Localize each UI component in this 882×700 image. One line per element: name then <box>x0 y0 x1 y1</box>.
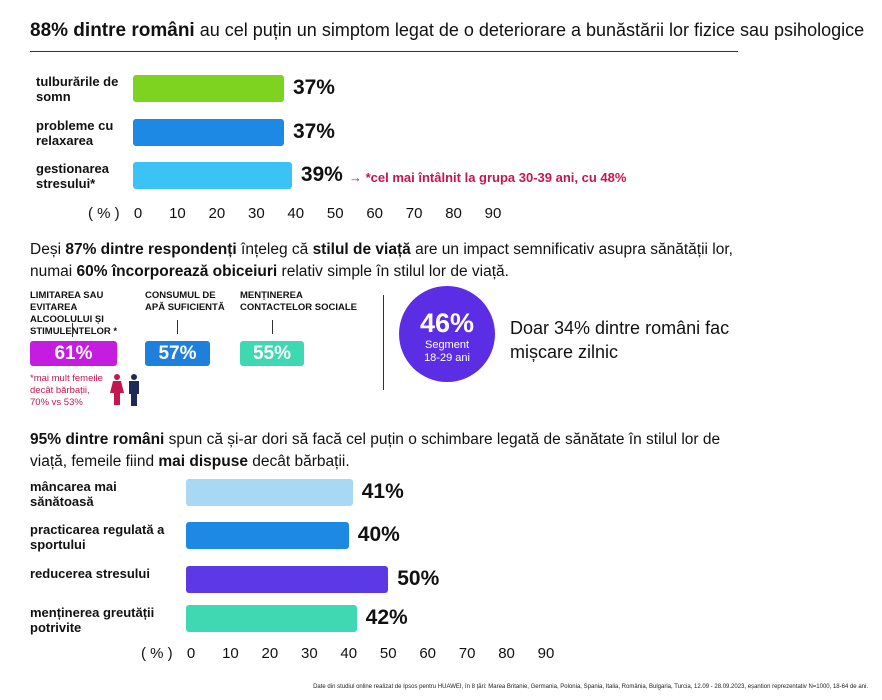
value-label: 42% <box>365 606 408 629</box>
section-divider <box>383 295 384 390</box>
tick-label: 60 <box>366 205 383 222</box>
tick-label: 20 <box>208 205 226 222</box>
habits-paragraph: Deși 87% dintre respondenți înțeleg că s… <box>30 239 733 283</box>
text-run: viață, femeile fiind <box>30 453 159 470</box>
segment-label: Segment <box>424 339 470 351</box>
text-run: mai dispuse <box>158 453 248 470</box>
text-run: are un impact semnificativ asupra sănătă… <box>410 241 733 258</box>
tick-label: 0 <box>186 645 196 662</box>
value-label: 37% <box>292 120 335 143</box>
tick-label: 20 <box>261 645 279 662</box>
woman-man-icon <box>110 374 139 406</box>
text-run: spun că și-ar dori să facă cel puțin o s… <box>164 431 721 448</box>
bar <box>133 162 292 189</box>
text-run: stilul de viață <box>312 241 411 258</box>
bar <box>186 479 353 506</box>
daily-exercise-stat: Doar 34% dintre români fac mișcare zilni… <box>510 318 730 362</box>
category-label: reducerea stresului <box>30 566 150 581</box>
bar <box>186 522 349 549</box>
tick-label: 90 <box>537 645 555 662</box>
axis-unit-label: ( % ) <box>88 205 120 222</box>
habit-label-water: CONSUMUL DE APĂ SUFICIENTĂ <box>145 290 225 313</box>
tick-label: 70 <box>405 205 423 222</box>
change-paragraph: 95% dintre români spun că și-ar dori să … <box>30 429 720 473</box>
text-run: înțeleg că <box>236 241 313 258</box>
axis-unit-label: ( % ) <box>141 645 173 662</box>
tick-label: 10 <box>222 645 239 662</box>
tick-label: 0 <box>133 205 143 222</box>
habit-gender-note: *mai mult femeile decât bărbații, 70% vs… <box>30 373 103 408</box>
category-label: gestionarea stresului* <box>36 161 109 191</box>
segment-value: 46% <box>419 308 475 338</box>
bar <box>186 605 357 632</box>
text-run: numai <box>30 263 77 280</box>
title-rest: au cel puțin un simptom legat de o deter… <box>199 20 865 40</box>
change-paragraph-line1: 95% dintre români spun că și-ar dori să … <box>30 429 720 451</box>
text-run: 87% dintre respondenți <box>65 241 237 258</box>
bar <box>133 119 284 146</box>
man-icon <box>129 374 139 406</box>
habit-value-water: 57% <box>145 341 210 366</box>
value-label: 40% <box>357 523 400 546</box>
text-run: decât bărbații. <box>247 453 350 470</box>
title-bold: 88% dintre români <box>30 20 195 41</box>
tick-label: 10 <box>169 205 186 222</box>
change-paragraph-line2: viață, femeile fiind mai dispuse decât b… <box>30 451 720 473</box>
value-label: 37% <box>292 76 335 99</box>
category-label: tulburările de somn <box>36 74 119 104</box>
tick-label: 80 <box>498 645 515 662</box>
value-label: 41% <box>361 480 404 503</box>
woman-icon <box>110 374 124 405</box>
segment-circle: 46% Segment 18-29 ani <box>399 286 495 382</box>
category-label: probleme cu relaxarea <box>36 118 114 148</box>
tick-label: 30 <box>300 645 318 662</box>
tick-label: 30 <box>247 205 265 222</box>
stress-annotation: → *cel mai întâlnit la grupa 30-39 ani, … <box>349 170 627 185</box>
tick-label: 50 <box>326 205 344 222</box>
habits-paragraph-line1: Deși 87% dintre respondenți înțeleg că s… <box>30 239 733 261</box>
footer-source: Date din studiul online realizat de Ipso… <box>313 684 868 690</box>
text-run: 60% încorporează obiceiuri <box>76 263 278 280</box>
category-label: practicarea regulată a sportului <box>30 522 165 552</box>
text-run: Deși <box>30 241 66 258</box>
habit-connector-alcohol <box>72 323 73 337</box>
bar <box>186 566 389 593</box>
title-divider <box>30 51 738 52</box>
category-label: menținerea greutății potrivite <box>30 605 155 635</box>
value-label: 50% <box>397 567 440 590</box>
tick-label: 50 <box>379 645 397 662</box>
tick-label: 40 <box>287 205 305 222</box>
tick-label: 80 <box>445 205 462 222</box>
tick-label: 40 <box>340 645 358 662</box>
tick-label: 70 <box>458 645 476 662</box>
habit-value-alcohol: 61% <box>30 341 117 366</box>
page-title: 88% dintre români au cel puțin un simpto… <box>30 20 864 42</box>
bar <box>133 75 284 102</box>
habit-connector-social <box>272 320 273 334</box>
habit-label-social: MENȚINEREA CONTACTELOR SOCIALE <box>240 290 357 313</box>
category-label: mâncarea mai sănătoasă <box>30 479 117 509</box>
habits-paragraph-line2: numai 60% încorporează obiceiuri relativ… <box>30 261 733 283</box>
value-label: 39% <box>300 163 343 186</box>
text-run: 95% dintre români <box>30 431 165 448</box>
habit-value-social: 55% <box>240 341 304 366</box>
segment-age: 18-29 ani <box>424 352 470 364</box>
tick-label: 90 <box>484 205 502 222</box>
habit-label-alcohol: LIMITAREA SAU EVITAREA ALCOOLULUI ȘI STI… <box>30 290 118 337</box>
habit-connector-water <box>177 320 178 334</box>
tick-label: 60 <box>419 645 436 662</box>
text-run: relativ simple în stilul lor de viață. <box>277 263 509 280</box>
